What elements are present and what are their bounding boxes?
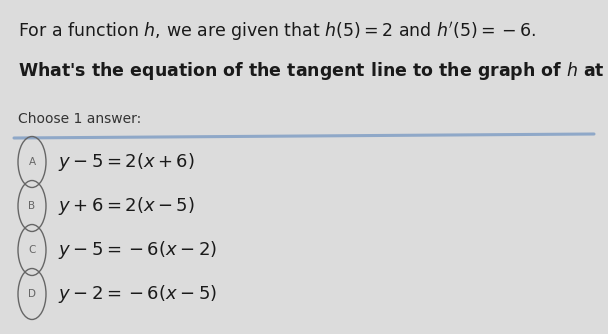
Text: For a function $h$, we are given that $h(5) = 2$ and $h'(5) = -6.$: For a function $h$, we are given that $h… xyxy=(18,20,536,43)
Text: D: D xyxy=(28,289,36,299)
Text: $y + 6 = 2(x - 5)$: $y + 6 = 2(x - 5)$ xyxy=(58,195,195,217)
Text: What's the equation of the tangent line to the graph of $h$ at $x = 5$?: What's the equation of the tangent line … xyxy=(18,60,608,82)
Text: A: A xyxy=(29,157,35,167)
Text: $y - 5 = 2(x + 6)$: $y - 5 = 2(x + 6)$ xyxy=(58,151,195,173)
Text: B: B xyxy=(29,201,35,211)
Text: $y - 2 = -6(x - 5)$: $y - 2 = -6(x - 5)$ xyxy=(58,283,217,305)
Text: C: C xyxy=(29,245,36,255)
Text: $y - 5 = -6(x - 2)$: $y - 5 = -6(x - 2)$ xyxy=(58,239,217,261)
Text: Choose 1 answer:: Choose 1 answer: xyxy=(18,112,141,126)
